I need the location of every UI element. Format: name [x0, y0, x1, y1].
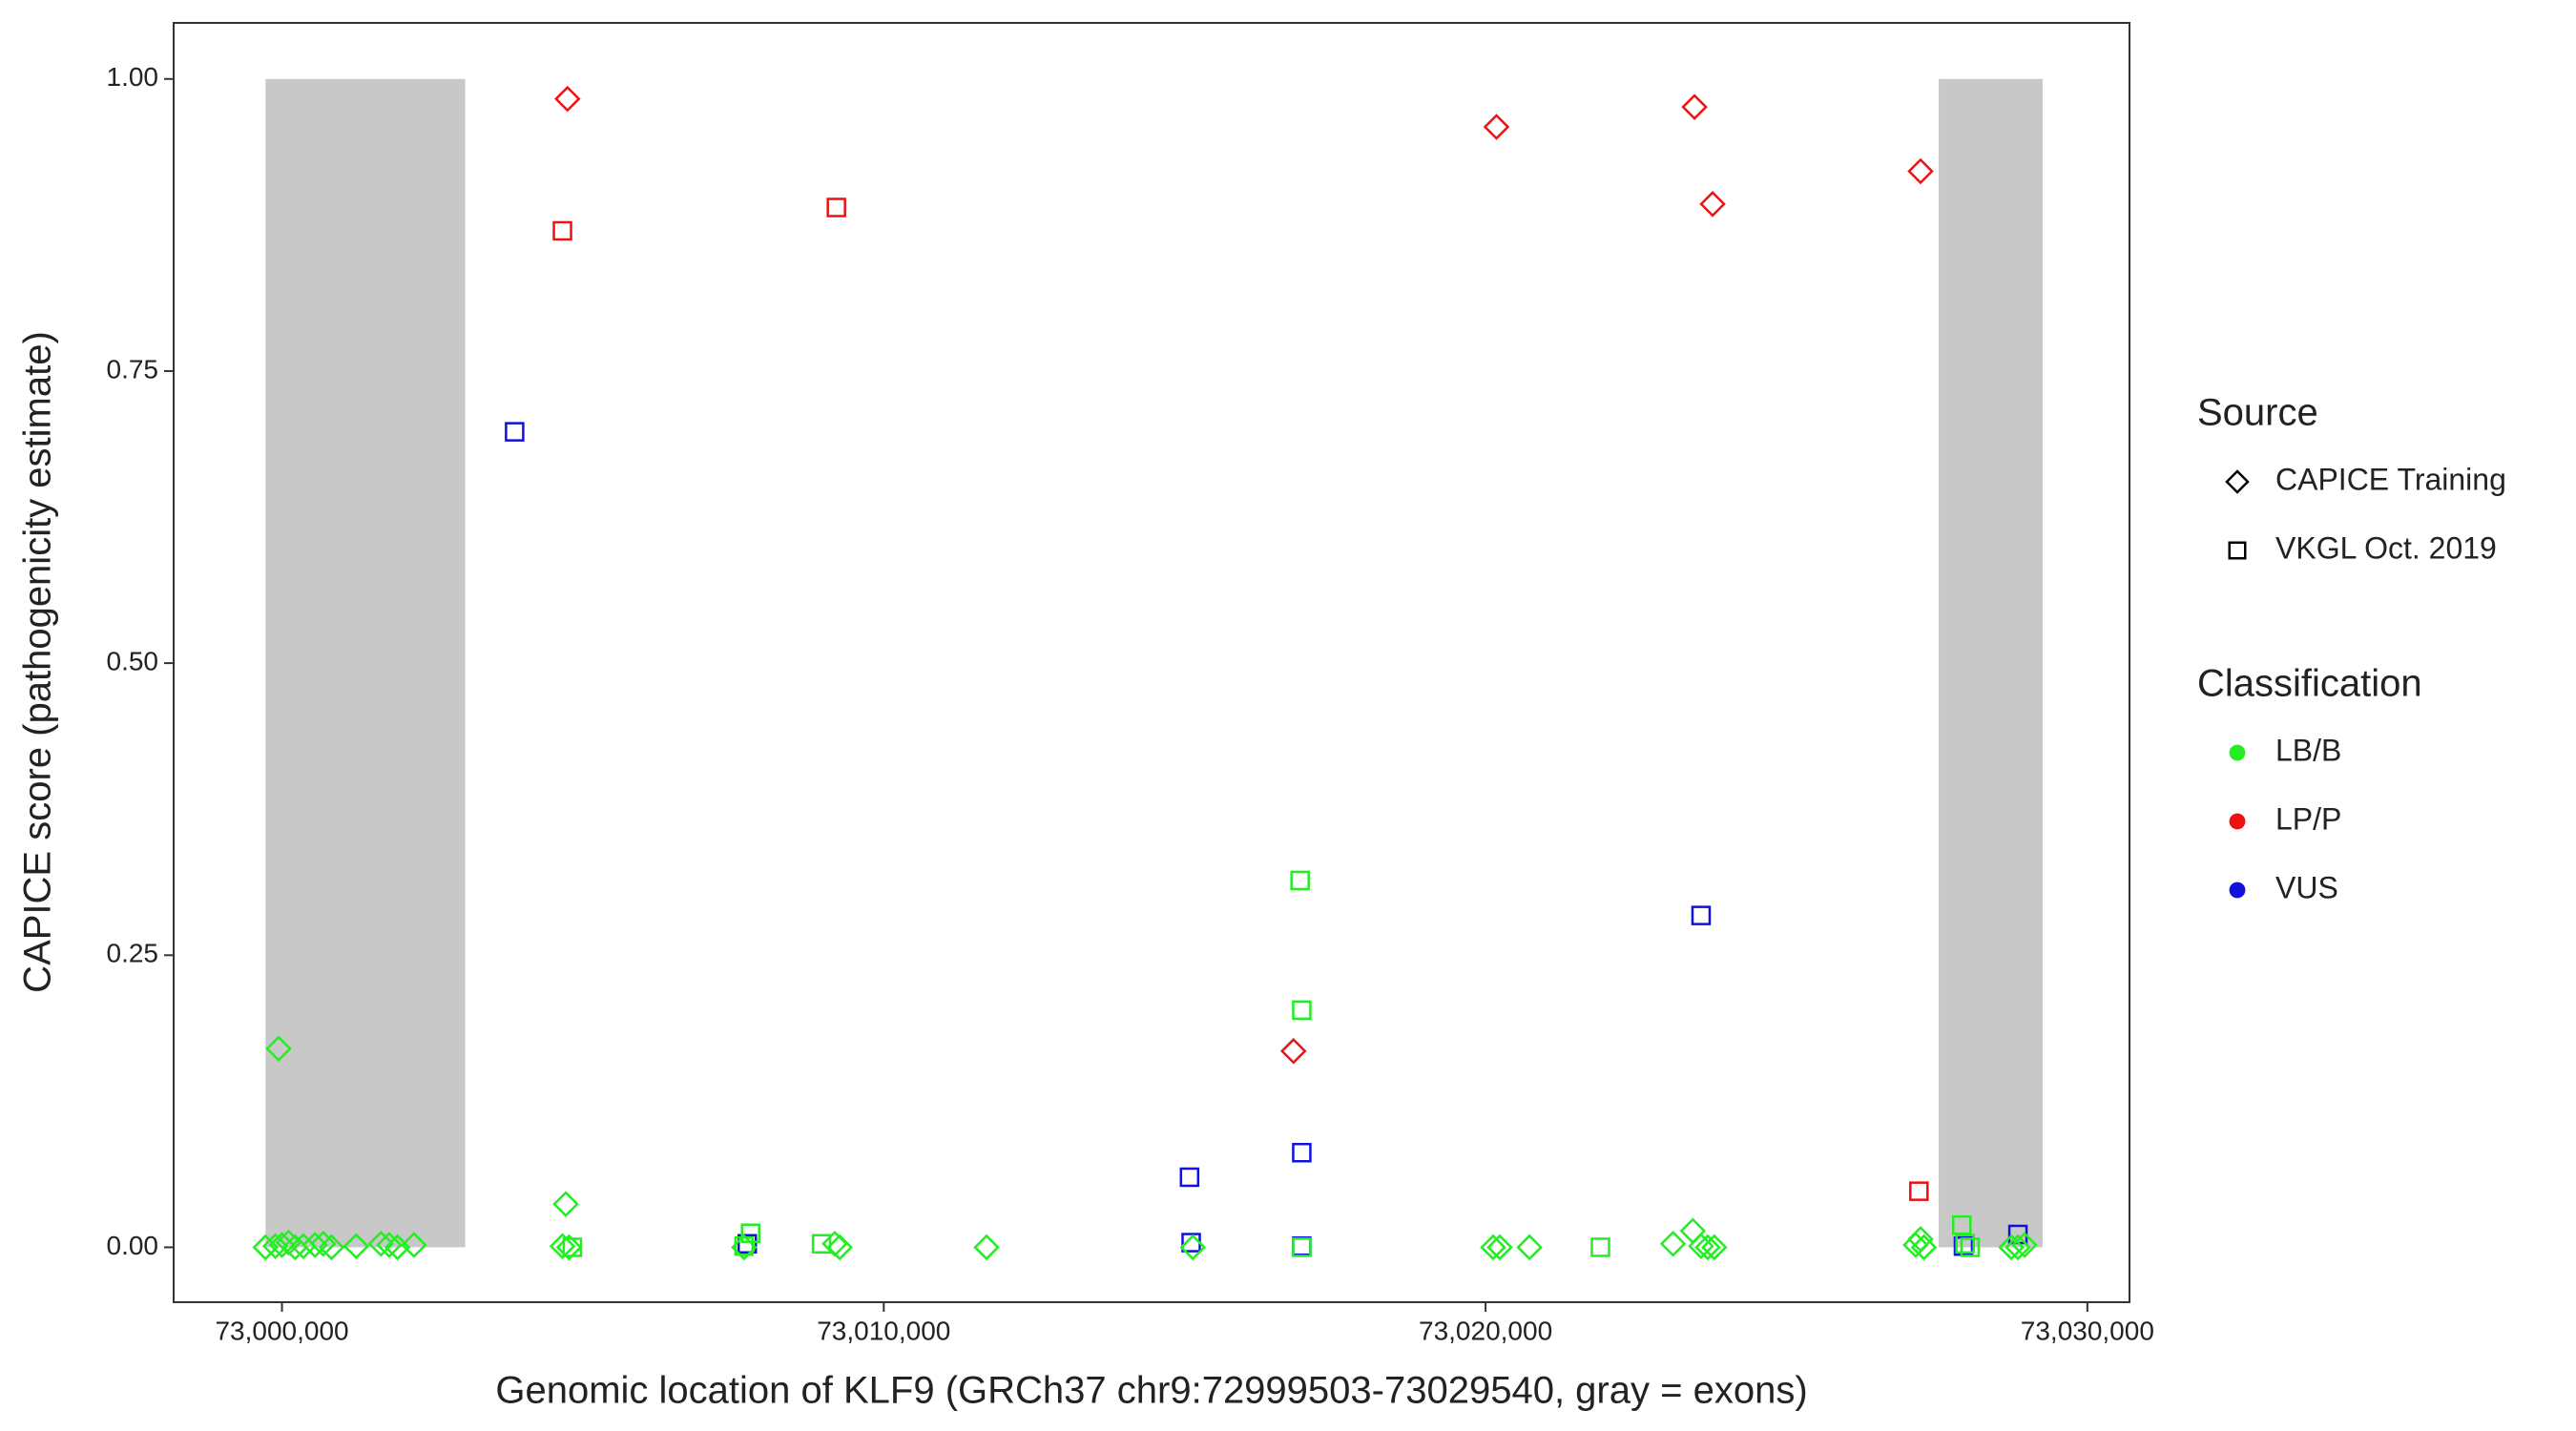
point [1292, 1235, 1312, 1256]
point [1179, 1167, 1200, 1188]
point [1483, 114, 1510, 140]
y-tick-label: 0.75 [107, 354, 159, 384]
point [1907, 157, 1934, 185]
point [973, 1234, 1000, 1261]
point [318, 1234, 345, 1261]
legend-label: VUS [2275, 870, 2338, 904]
point [261, 1233, 289, 1259]
point [2005, 1234, 2031, 1261]
legend-symbol [2228, 541, 2247, 560]
point [1681, 93, 1708, 120]
point [1907, 1226, 1934, 1253]
point [290, 1233, 317, 1259]
legend-label: LP/P [2275, 801, 2341, 836]
point [826, 197, 846, 218]
y-tick-label: 0.50 [107, 647, 159, 676]
point [826, 1234, 853, 1261]
point [554, 85, 581, 113]
exon-band [265, 78, 466, 1248]
point [1960, 1237, 1981, 1257]
point [1292, 1000, 1312, 1021]
point [275, 1229, 302, 1256]
point [1955, 1234, 1975, 1255]
x-tick-label: 73,000,000 [215, 1316, 348, 1345]
point [1699, 191, 1726, 218]
point [1701, 1234, 1728, 1261]
point [549, 1233, 576, 1259]
point [1279, 1037, 1307, 1065]
y-tick-label: 1.00 [107, 62, 159, 92]
point [1952, 1214, 1972, 1235]
point [552, 220, 572, 241]
point [1179, 1234, 1207, 1261]
legend-symbol [2229, 881, 2246, 899]
point [376, 1232, 403, 1258]
point [1694, 1234, 1721, 1261]
point [811, 1234, 832, 1255]
legend-symbol [2229, 813, 2246, 830]
y-axis-title: CAPICE score (pathogenicity estimate) [17, 331, 59, 993]
point [310, 1230, 337, 1257]
point [1691, 905, 1712, 925]
point [1486, 1234, 1513, 1261]
point [1590, 1237, 1610, 1257]
point [1292, 1142, 1312, 1163]
point [1290, 870, 1310, 891]
x-axis-title: Genomic location of KLF9 (GRCh37 chr9:72… [495, 1370, 1807, 1412]
point [1292, 1237, 1312, 1257]
x-tick-label: 73,010,000 [817, 1316, 950, 1345]
point [1909, 1181, 1929, 1201]
point [505, 422, 525, 442]
x-tick-label: 73,030,000 [2021, 1316, 2154, 1345]
point [737, 1234, 758, 1255]
legend-title: Classification [2197, 663, 2422, 705]
plot-border [173, 22, 2130, 1303]
point [367, 1230, 395, 1257]
point [731, 1234, 758, 1261]
exon-band [1939, 78, 2044, 1248]
y-tick-label: 0.25 [107, 939, 159, 968]
point [343, 1233, 370, 1259]
point [301, 1232, 328, 1258]
legend-symbol [2229, 744, 2246, 761]
y-tick-label: 0.00 [107, 1231, 159, 1260]
point [1516, 1234, 1543, 1261]
point [1998, 1234, 2025, 1261]
legend-symbol [2225, 469, 2250, 494]
legend-label: VKGL Oct. 2019 [2275, 530, 2497, 565]
point [281, 1234, 309, 1261]
point [1480, 1234, 1506, 1261]
point [401, 1232, 427, 1258]
point [1910, 1234, 1938, 1261]
point [734, 1235, 755, 1256]
point [555, 1234, 583, 1261]
x-tick-label: 73,020,000 [1419, 1316, 1552, 1345]
point [1679, 1217, 1707, 1245]
point [1902, 1232, 1929, 1258]
point [265, 1035, 292, 1063]
legend-label: CAPICE Training [2275, 462, 2506, 496]
legend-label: LB/B [2275, 733, 2341, 767]
point [552, 1191, 579, 1217]
point [2011, 1232, 2038, 1258]
legend-title: Source [2197, 392, 2318, 434]
point [1659, 1230, 1687, 1257]
